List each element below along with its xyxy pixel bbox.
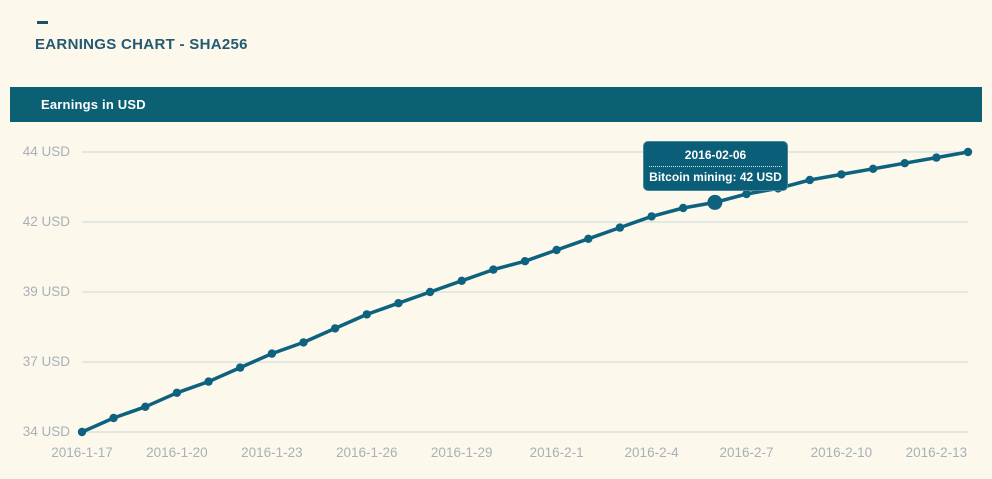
data-point[interactable] bbox=[267, 349, 277, 358]
data-point[interactable] bbox=[837, 170, 846, 179]
data-point[interactable] bbox=[679, 203, 688, 213]
chart-header-banner: Earnings in USD bbox=[10, 87, 982, 122]
data-point[interactable] bbox=[868, 164, 878, 173]
data-point[interactable] bbox=[647, 212, 656, 221]
data-point[interactable] bbox=[615, 223, 625, 232]
x-axis-tick-label: 2016-2-13 bbox=[905, 445, 968, 460]
x-axis-tick-label: 2016-1-26 bbox=[336, 445, 398, 460]
data-point[interactable] bbox=[204, 377, 213, 386]
page-title: EARNINGS CHART - SHA256 bbox=[35, 36, 248, 53]
y-axis-tick-label: 37 USD bbox=[22, 354, 70, 369]
data-point[interactable] bbox=[172, 388, 182, 397]
x-axis-tick-label: 2016-2-10 bbox=[810, 445, 873, 460]
data-point[interactable] bbox=[963, 147, 973, 157]
data-point[interactable] bbox=[805, 175, 814, 185]
y-axis-tick-label: 44 USD bbox=[22, 144, 70, 159]
data-point[interactable] bbox=[330, 324, 340, 333]
data-point[interactable] bbox=[489, 265, 498, 274]
x-axis-tick-label: 2016-1-29 bbox=[430, 445, 493, 460]
data-point[interactable] bbox=[141, 402, 150, 411]
data-point[interactable] bbox=[584, 234, 593, 243]
data-point[interactable] bbox=[900, 159, 909, 168]
tooltip-divider bbox=[649, 165, 782, 167]
data-point-highlighted[interactable] bbox=[707, 194, 723, 210]
x-axis-tick-label: 2016-1-20 bbox=[146, 445, 208, 460]
chart-tooltip: 2016-02-06 Bitcoin mining: 42 USD bbox=[643, 141, 788, 191]
data-point[interactable] bbox=[742, 189, 751, 199]
data-point[interactable] bbox=[109, 413, 118, 423]
y-axis-tick-label: 42 USD bbox=[22, 214, 70, 229]
x-axis-tick-label: 2016-1-23 bbox=[241, 445, 303, 460]
data-point[interactable] bbox=[425, 287, 435, 297]
data-point[interactable] bbox=[394, 299, 403, 308]
data-point[interactable] bbox=[77, 427, 87, 437]
x-axis-tick-label: 2016-2-7 bbox=[719, 445, 774, 460]
data-point[interactable] bbox=[457, 276, 466, 285]
x-axis-tick-label: 2016-2-1 bbox=[529, 445, 584, 460]
y-axis-tick-label: 39 USD bbox=[22, 284, 70, 299]
x-axis-tick-label: 2016-2-4 bbox=[624, 445, 679, 460]
data-point[interactable] bbox=[932, 153, 941, 162]
data-point[interactable] bbox=[362, 310, 371, 319]
x-axis-tick-label: 2016-1-17 bbox=[51, 445, 113, 460]
data-point[interactable] bbox=[520, 257, 530, 266]
tooltip-value: Bitcoin mining: 42 USD bbox=[649, 170, 782, 184]
chart-header-label: Earnings in USD bbox=[41, 97, 146, 112]
tooltip-date: 2016-02-06 bbox=[684, 148, 747, 162]
data-point[interactable] bbox=[299, 338, 308, 347]
data-point[interactable] bbox=[236, 363, 245, 372]
y-axis-tick-label: 34 USD bbox=[22, 424, 70, 439]
data-point[interactable] bbox=[552, 245, 561, 255]
collapse-dash-icon[interactable] bbox=[37, 21, 48, 24]
